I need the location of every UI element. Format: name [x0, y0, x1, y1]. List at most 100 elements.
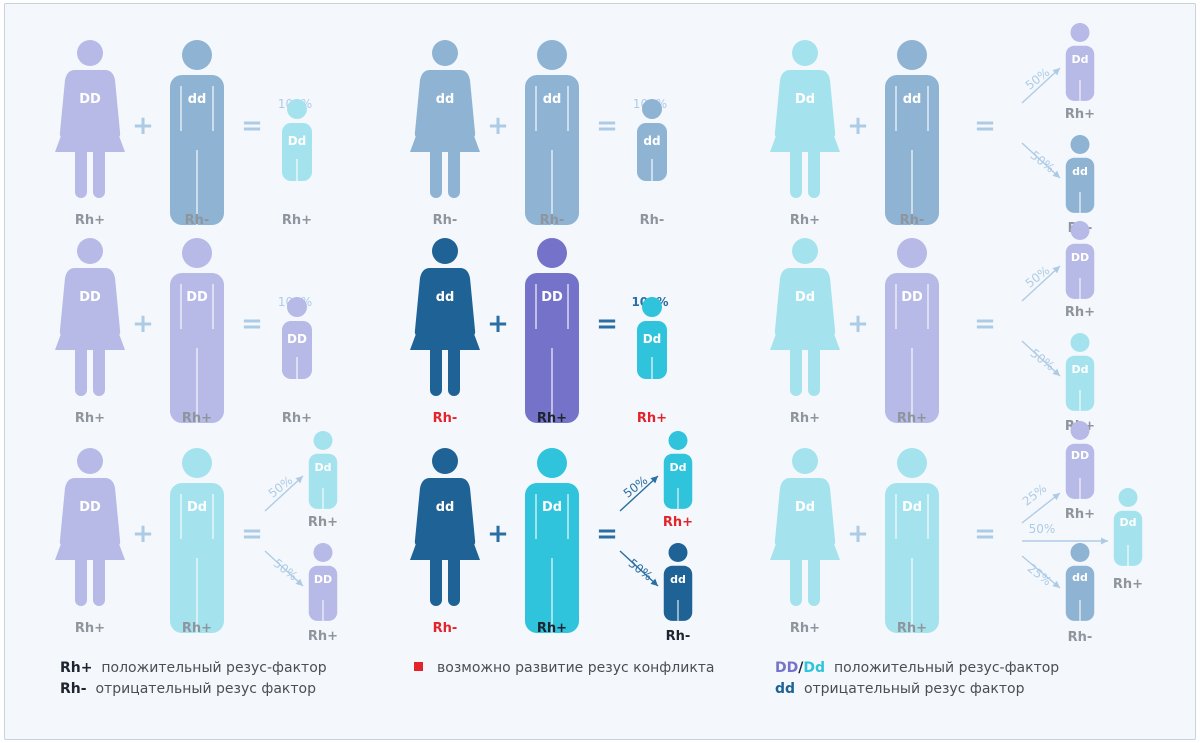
arrow-up [1021, 492, 1061, 524]
mother-genotype: Dd [795, 290, 815, 305]
child-genotype: Dd [1071, 363, 1088, 376]
woman-head-icon [77, 238, 103, 264]
father-rh-label: Rh- [185, 213, 210, 228]
child-body-icon [1065, 443, 1095, 499]
woman-leg-icon [93, 146, 105, 198]
child-genotype: Dd [1119, 516, 1136, 529]
child-leg-gap [1079, 390, 1081, 411]
father-figure [525, 238, 579, 423]
man-arm-line [927, 494, 929, 539]
woman-head-icon [792, 448, 818, 474]
equals-sign: = [974, 111, 996, 141]
child-percent: 25% [1025, 561, 1055, 588]
child-body-icon [637, 321, 667, 379]
man-arm-line [567, 284, 569, 329]
man-arm-line [212, 284, 214, 329]
mother-genotype: Dd [795, 500, 815, 515]
woman-head-icon [77, 448, 103, 474]
man-head-icon [897, 238, 927, 268]
child-head-icon [287, 99, 307, 119]
mother-genotype: dd [436, 92, 455, 107]
equals-sign: = [241, 519, 263, 549]
father-genotype: DD [901, 290, 923, 305]
mother-figure [770, 238, 840, 396]
arrow-up-head [1052, 493, 1060, 501]
man-arm-line [895, 284, 897, 329]
child-body-icon [1065, 565, 1095, 621]
father-genotype: Dd [542, 500, 562, 515]
child-head-icon [287, 297, 307, 317]
father-rh-label: Rh+ [897, 621, 927, 636]
father-genotype: dd [903, 92, 922, 107]
child-head-icon [1070, 23, 1090, 42]
child-body-icon [1065, 157, 1095, 213]
mother-figure [55, 238, 125, 396]
father-genotype: dd [188, 92, 207, 107]
legend-dd2-key: Dd [803, 660, 826, 676]
child-rh-label: Rh+ [1065, 107, 1095, 122]
mother-rh-label: Rh+ [75, 213, 105, 228]
father-figure [170, 448, 224, 633]
woman-leg-icon [75, 554, 87, 606]
man-arm-line [180, 494, 182, 539]
mother-figure [55, 448, 125, 606]
child-rh-label: Rh+ [282, 213, 312, 228]
child-body-icon [282, 321, 312, 379]
legend-rh-negative-text: отрицательный резус фактор [95, 681, 316, 697]
mother-figure [410, 40, 480, 198]
child-figure [282, 99, 312, 181]
mother-rh-label: Rh+ [790, 213, 820, 228]
equals-sign: = [974, 309, 996, 339]
child-head-icon [1118, 488, 1138, 507]
man-head-icon [537, 238, 567, 268]
mother-genotype: DD [79, 290, 101, 305]
child-rh-label: Rh+ [1065, 507, 1095, 522]
woman-head-icon [432, 448, 458, 474]
plus-sign: + [132, 309, 154, 339]
child-genotype: DD [1071, 251, 1089, 264]
woman-dress-icon [770, 70, 840, 152]
arrow-up [1021, 67, 1061, 104]
man-head-icon [537, 40, 567, 70]
legend-conflict: возможно развитие резус конфликта [414, 660, 715, 676]
legend-rh-negative: Rh- отрицательный резус фактор [60, 681, 316, 697]
mother-figure [410, 448, 480, 606]
father-figure [885, 40, 939, 225]
child-body-icon [282, 123, 312, 181]
child-head-icon [1070, 135, 1090, 154]
woman-dress-icon [55, 478, 125, 560]
child-figure [1065, 135, 1095, 213]
child-leg-gap [1079, 478, 1081, 499]
plus-sign: + [847, 309, 869, 339]
woman-leg-icon [448, 146, 460, 198]
man-arm-line [535, 86, 537, 131]
child-genotype: dd [1072, 571, 1088, 584]
child-rh-label: Rh+ [282, 411, 312, 426]
man-leg-gap [196, 558, 198, 633]
woman-leg-icon [430, 344, 442, 396]
man-leg-gap [551, 558, 553, 633]
father-genotype: Dd [187, 500, 207, 515]
arrow-up [1021, 265, 1061, 302]
woman-dress-icon [410, 268, 480, 350]
child-figure [1065, 221, 1095, 299]
child-genotype: dd [643, 134, 660, 148]
man-head-icon [897, 448, 927, 478]
woman-leg-icon [808, 344, 820, 396]
man-arm-line [895, 494, 897, 539]
woman-leg-icon [808, 146, 820, 198]
plus-sign: + [487, 519, 509, 549]
legend-rh-positive-key: Rh+ [60, 660, 93, 676]
mother-rh-label: Rh+ [790, 621, 820, 636]
mother-rh-label: Rh+ [790, 411, 820, 426]
man-arm-line [567, 86, 569, 131]
arrow-down [1021, 340, 1061, 377]
arrow-up-head [1052, 68, 1060, 76]
child-figure [663, 431, 693, 509]
child-leg-gap [677, 600, 679, 621]
mother-figure [770, 40, 840, 198]
man-head-icon [182, 40, 212, 70]
father-figure [170, 238, 224, 423]
child-figure [1065, 333, 1095, 411]
child-body-icon [637, 123, 667, 181]
